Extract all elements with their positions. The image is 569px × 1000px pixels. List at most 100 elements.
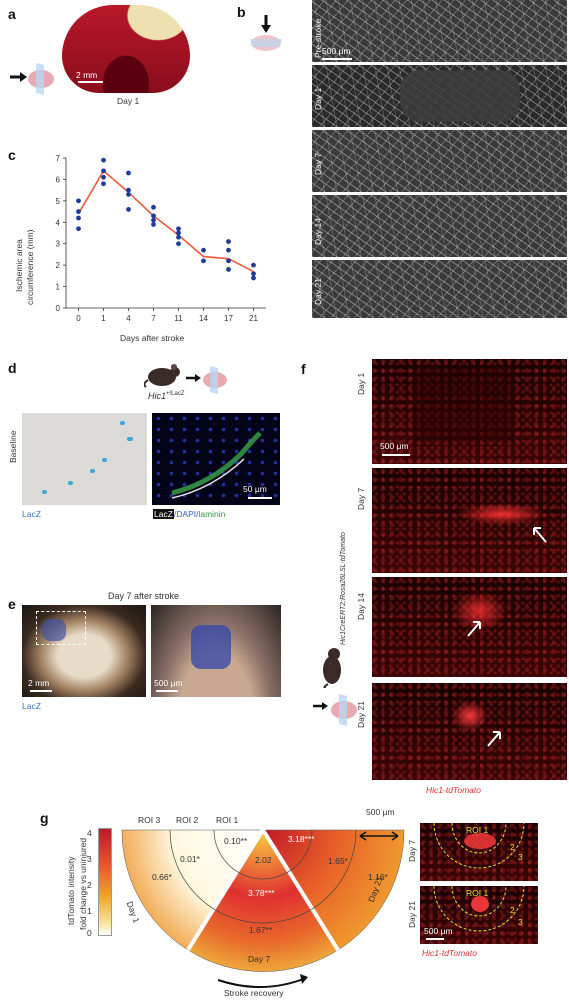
genotype-name: Hic1 (148, 391, 167, 401)
x-tick-label: 14 (199, 314, 208, 323)
x-tick-label: 7 (151, 314, 156, 323)
y-tick-label: 7 (56, 154, 61, 163)
colorbar-tick: 0 (87, 928, 92, 938)
value-label: 3.18*** (288, 834, 315, 844)
arrow-icon (487, 731, 501, 747)
x-tick-label: 0 (76, 314, 81, 323)
stain-caption: LacZ/DAPI/laminin (153, 509, 225, 519)
y-tick-label: 2 (56, 261, 61, 270)
panel-label-f: f (301, 361, 306, 377)
scale-label: 500 μm (380, 441, 409, 451)
panel-label-c: c (8, 147, 16, 163)
x-tick-label: 11 (174, 314, 183, 323)
value-label: 1.16* (368, 872, 388, 882)
row-label: Day 7 (313, 152, 323, 175)
roi-label: 2 (510, 905, 515, 915)
angiography-image-day7 (312, 130, 567, 192)
roi-image-day7 (420, 823, 538, 881)
colorbar (98, 828, 112, 936)
scale-bar (426, 938, 444, 940)
roi-label: 2 (510, 842, 515, 852)
brain-section-ttc-image (62, 5, 190, 93)
y-tick-label: 4 (56, 218, 61, 227)
lacz-caption: LacZ (22, 509, 41, 519)
mouse-icon (144, 364, 180, 388)
x-tick-label: 21 (249, 314, 258, 323)
arrow-icon (467, 621, 481, 637)
value-label: 1.65* (328, 856, 348, 866)
zoomed-lacz-image (151, 605, 281, 697)
data-point (151, 217, 156, 223)
y-tick-label: 0 (56, 304, 61, 313)
value-label: 0.66* (152, 872, 172, 882)
panel-label-a: a (8, 6, 16, 22)
x-tick-label: 17 (224, 314, 233, 323)
y-axis-label: Ischemic area (14, 239, 24, 292)
colorbar-tick: 1 (87, 906, 92, 916)
day-label: Day 7 (248, 954, 271, 964)
lacz-staining-image (22, 413, 147, 505)
arrow-icon (533, 527, 547, 543)
data-point (226, 267, 231, 272)
data-point (251, 262, 256, 268)
roi-image-day21 (420, 886, 538, 944)
scale-label: 500 μm (154, 678, 183, 688)
y-tick-label: 6 (56, 175, 61, 184)
row-label: Day 1 (313, 87, 323, 110)
row-label: Day 7 (407, 839, 417, 862)
y-tick-label: 3 (56, 240, 61, 249)
row-label: Day 7 (356, 487, 366, 510)
roi-label: ROI 1 (216, 815, 239, 825)
roi-label: ROI 1 (466, 888, 489, 898)
whole-brain-lacz-image (22, 605, 146, 697)
scale-bar (78, 81, 103, 83)
tdtomato-image-day7 (372, 468, 567, 573)
data-point (151, 222, 156, 227)
brain-orientation-icon (186, 366, 227, 394)
x-tick-label: 4 (126, 314, 131, 323)
value-label: 2.02 (255, 855, 272, 865)
scale-label: 2 mm (76, 70, 98, 80)
angiography-image-pre-stroke (312, 0, 567, 62)
infarct-region (400, 70, 520, 122)
angiography-image-day14 (312, 195, 567, 257)
data-point (151, 213, 156, 219)
genotype-vertical-label: Hic1CreERT2;Rosa26LSL-tdTomato (340, 532, 347, 645)
scale-label: 500 μm (322, 46, 351, 56)
row-label: Day 14 (313, 218, 323, 245)
row-label: Day 1 (356, 372, 366, 395)
tdtomato-caption: Hic1-tdTomato (426, 785, 481, 795)
roi-label: ROI 1 (466, 825, 489, 835)
row-label: Baseline (8, 430, 18, 463)
tdtomato-image-day1 (372, 359, 567, 464)
mouse-icon (323, 648, 341, 688)
data-point (226, 239, 231, 244)
genotype-label: Hic1+/LacZ (148, 391, 185, 401)
data-point (176, 234, 181, 240)
roi-label: ROI 3 (138, 815, 161, 825)
roi-fan-diagram (121, 828, 405, 988)
data-point (151, 204, 156, 210)
stroke-recovery-label: Stroke recovery (224, 988, 284, 998)
tdtomato-caption: Hic1-tdTomato (422, 948, 477, 958)
stain-laminin: laminin (198, 509, 226, 519)
scale-label: 50 μm (243, 484, 267, 494)
scale-bar (322, 58, 352, 60)
row-label: Day 14 (356, 593, 366, 620)
data-point (101, 181, 106, 187)
data-point (76, 209, 81, 214)
colorbar-tick: 4 (87, 828, 92, 838)
stain-lacz: LacZ (153, 509, 174, 519)
y-tick-label: 1 (56, 283, 61, 292)
scale-bar (30, 690, 52, 692)
data-point (251, 275, 256, 281)
x-tick-label: 1 (101, 314, 106, 323)
brain-orientation-icon (10, 63, 54, 95)
data-point (226, 247, 231, 253)
data-point (201, 258, 206, 264)
value-label: 0.01* (180, 854, 200, 864)
colorbar-tick: 2 (87, 880, 92, 890)
panel-a-caption: Day 1 (117, 96, 140, 106)
lacz-caption: LacZ (22, 701, 41, 711)
y-tick-label: 5 (56, 197, 61, 206)
